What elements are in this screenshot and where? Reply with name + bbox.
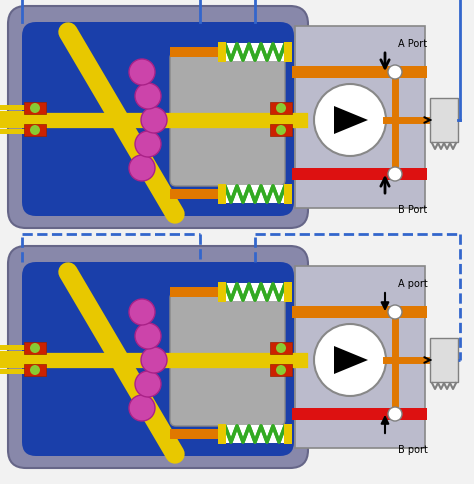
- Bar: [292, 306, 427, 318]
- Circle shape: [276, 126, 286, 136]
- Bar: [218, 184, 226, 205]
- Circle shape: [314, 324, 386, 396]
- Bar: [24, 103, 46, 115]
- Bar: [225, 44, 285, 62]
- Bar: [292, 67, 427, 79]
- Bar: [0, 345, 40, 350]
- Bar: [0, 118, 40, 123]
- Circle shape: [135, 371, 161, 397]
- Circle shape: [135, 84, 161, 110]
- Bar: [0, 106, 40, 111]
- Bar: [225, 284, 285, 302]
- Bar: [170, 190, 225, 199]
- Bar: [0, 351, 40, 356]
- FancyBboxPatch shape: [170, 292, 285, 426]
- Bar: [284, 283, 292, 302]
- Circle shape: [388, 66, 402, 80]
- Polygon shape: [334, 346, 368, 374]
- Bar: [284, 424, 292, 444]
- Circle shape: [30, 343, 40, 353]
- Bar: [24, 364, 46, 376]
- FancyBboxPatch shape: [22, 23, 294, 216]
- FancyBboxPatch shape: [8, 246, 308, 468]
- FancyBboxPatch shape: [170, 53, 285, 187]
- Bar: [430, 99, 458, 143]
- Bar: [270, 103, 292, 115]
- Circle shape: [135, 323, 161, 349]
- Bar: [0, 363, 40, 368]
- Circle shape: [141, 108, 167, 134]
- Circle shape: [30, 104, 40, 114]
- Circle shape: [314, 85, 386, 157]
- Bar: [0, 112, 40, 117]
- Bar: [292, 168, 427, 181]
- Circle shape: [276, 365, 286, 375]
- Bar: [170, 429, 225, 439]
- FancyBboxPatch shape: [8, 7, 308, 228]
- Bar: [284, 43, 292, 63]
- Text: A port: A port: [398, 278, 428, 288]
- Circle shape: [388, 167, 402, 182]
- Bar: [270, 125, 292, 136]
- Bar: [270, 342, 292, 354]
- Circle shape: [388, 305, 402, 319]
- Bar: [284, 184, 292, 205]
- Circle shape: [129, 60, 155, 86]
- Bar: [24, 342, 46, 354]
- Circle shape: [129, 156, 155, 182]
- Bar: [225, 425, 285, 443]
- Circle shape: [30, 365, 40, 375]
- Bar: [430, 338, 458, 382]
- Circle shape: [276, 104, 286, 114]
- Text: A Port: A Port: [398, 39, 427, 49]
- Bar: [170, 287, 225, 297]
- Bar: [170, 48, 225, 58]
- Bar: [295, 267, 425, 448]
- Circle shape: [276, 343, 286, 353]
- Bar: [218, 283, 226, 302]
- Polygon shape: [334, 107, 368, 135]
- Bar: [218, 43, 226, 63]
- Bar: [24, 125, 46, 136]
- Bar: [0, 357, 40, 362]
- Bar: [270, 364, 292, 376]
- Bar: [0, 369, 40, 374]
- Circle shape: [30, 126, 40, 136]
- Circle shape: [388, 407, 402, 421]
- Circle shape: [129, 395, 155, 421]
- Bar: [0, 124, 40, 129]
- FancyBboxPatch shape: [22, 262, 294, 456]
- Circle shape: [129, 300, 155, 325]
- Bar: [292, 408, 427, 420]
- Circle shape: [141, 348, 167, 373]
- Text: B port: B port: [398, 444, 428, 454]
- Bar: [218, 424, 226, 444]
- Text: B Port: B Port: [398, 205, 427, 214]
- Bar: [0, 130, 40, 135]
- Circle shape: [135, 132, 161, 158]
- Bar: [225, 186, 285, 204]
- Bar: [295, 27, 425, 209]
